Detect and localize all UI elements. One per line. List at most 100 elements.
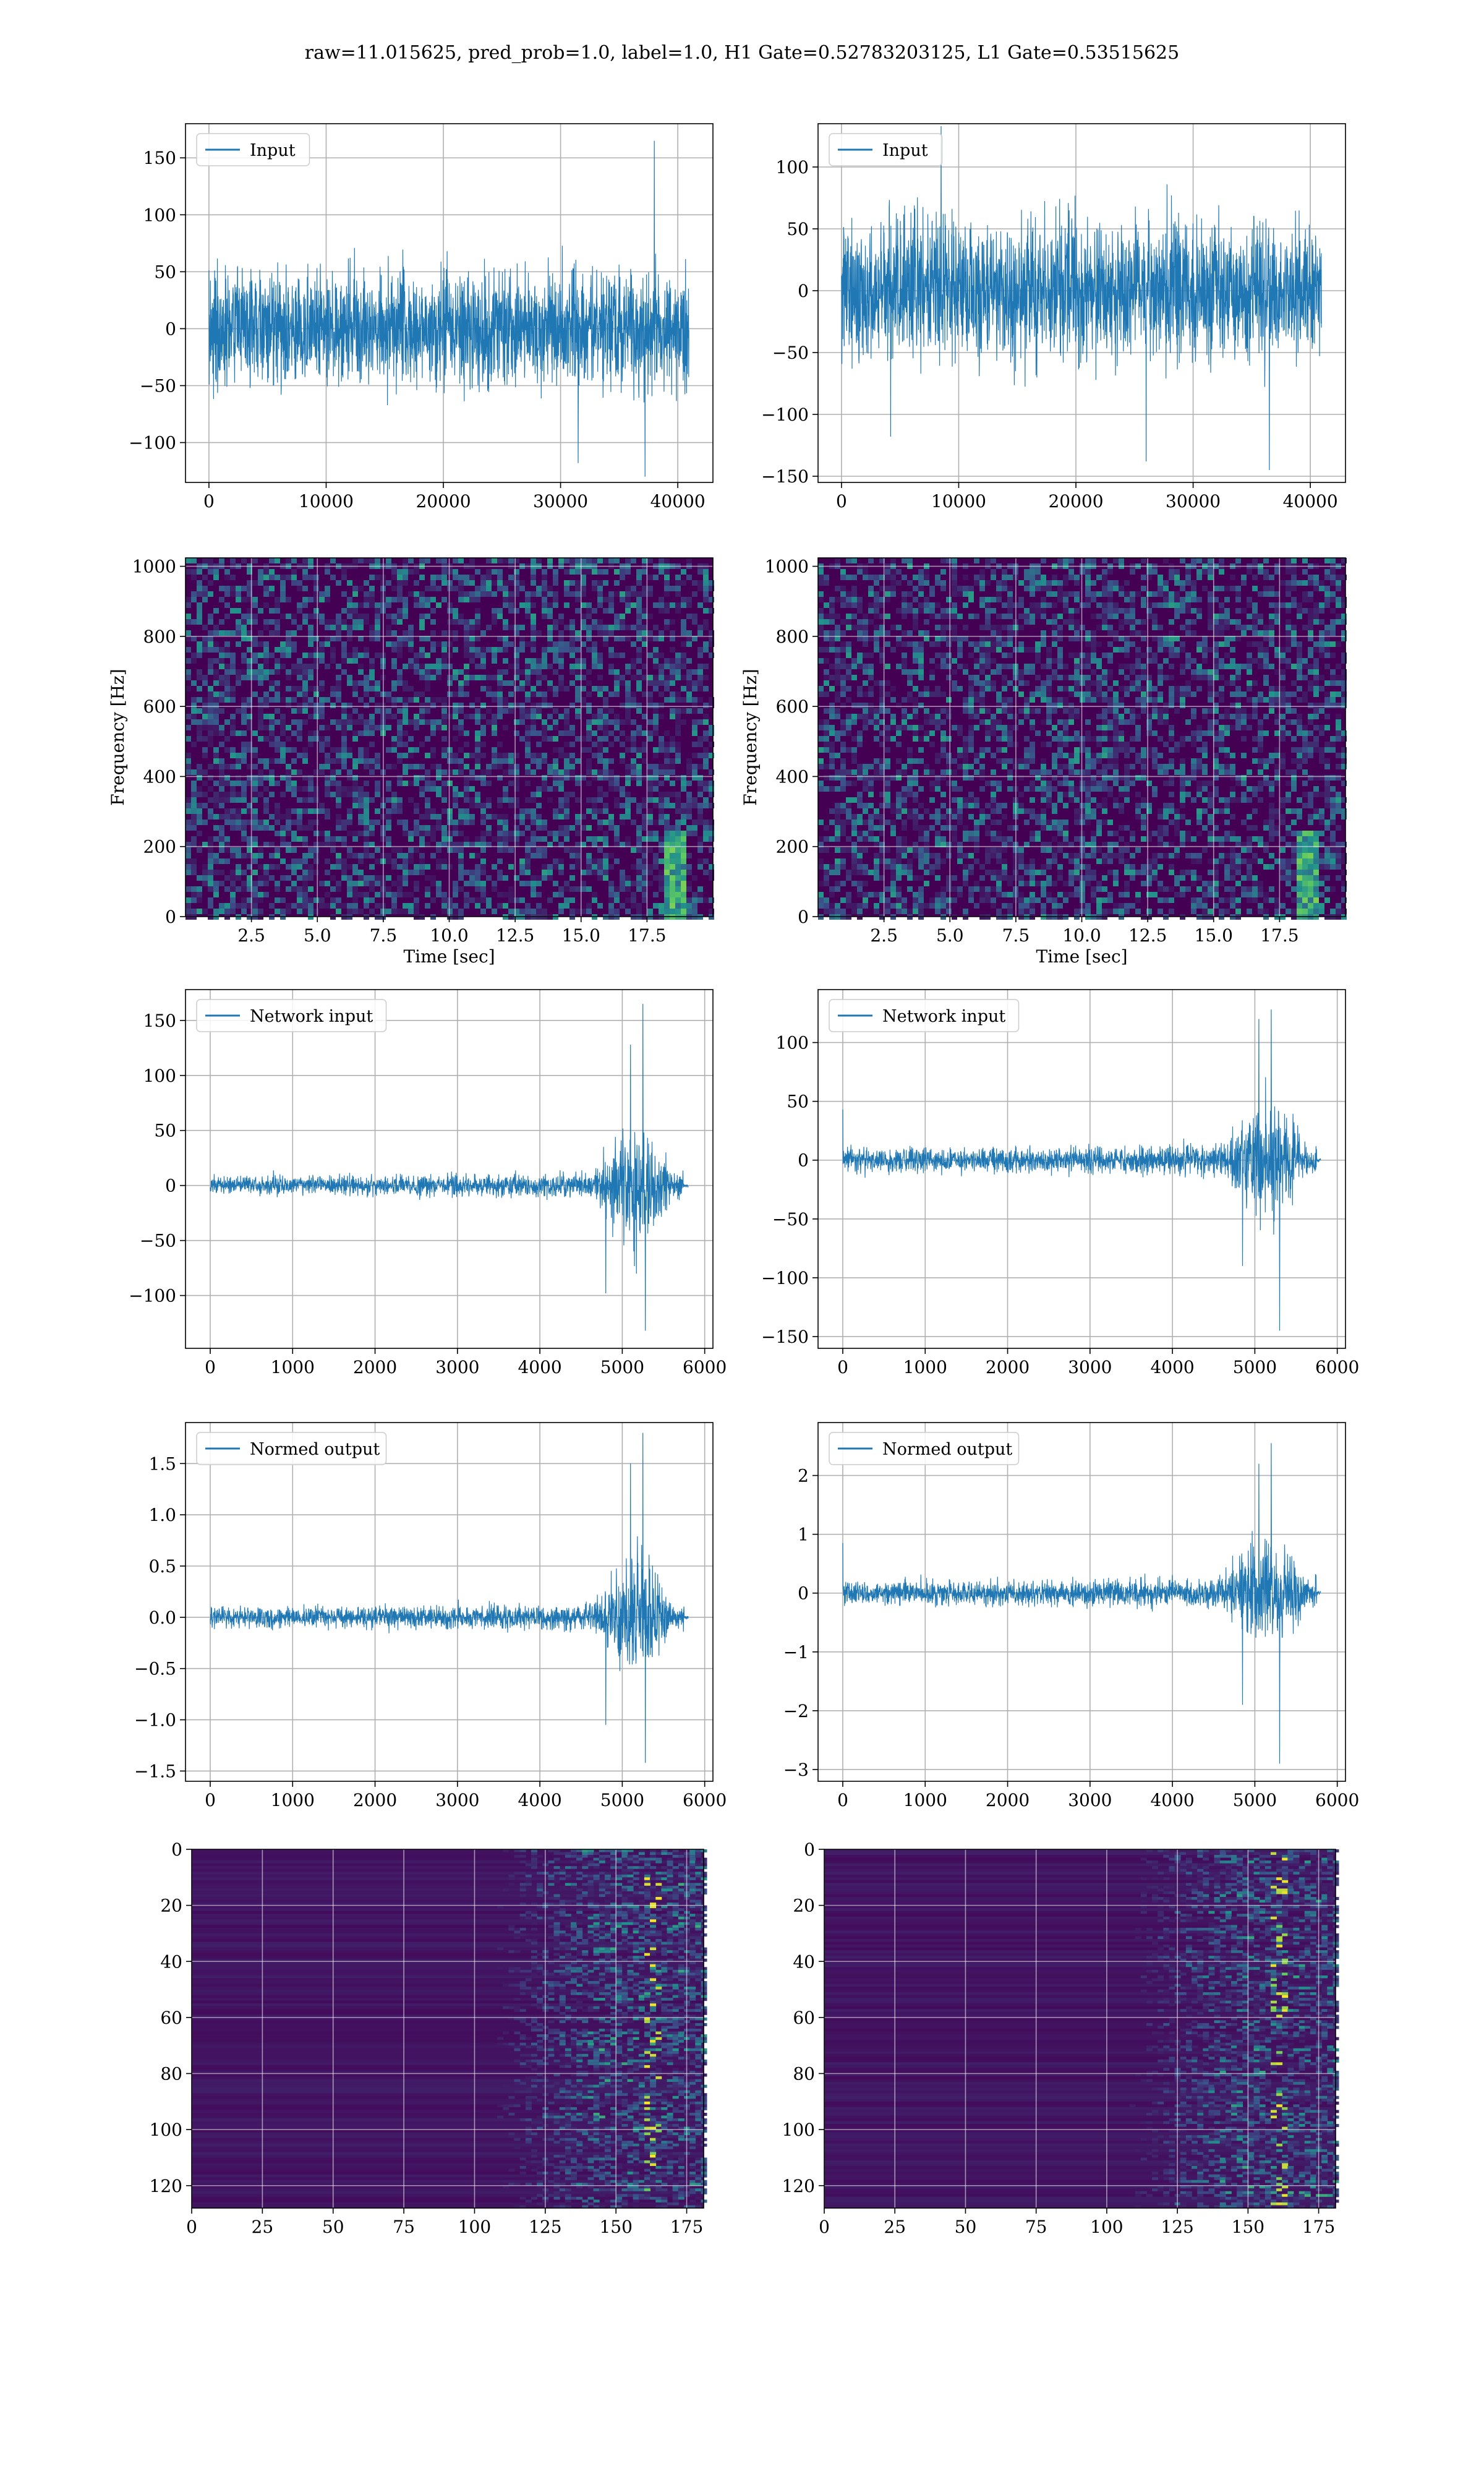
heatmap-cell (1002, 569, 1007, 575)
heatmap-cell (497, 714, 503, 719)
heatmap-cell (352, 608, 358, 614)
heatmap-cell (1035, 658, 1041, 664)
heatmap-cell (224, 736, 230, 742)
heatmap-cell (403, 875, 408, 881)
heatmap-cell (913, 597, 918, 602)
heatmap-cell (186, 886, 191, 892)
heatmap-cell (625, 769, 631, 775)
heatmap-cell (902, 708, 907, 714)
heatmap-cell (1146, 569, 1152, 575)
heatmap-cell (352, 591, 358, 597)
heatmap-cell (1035, 608, 1041, 614)
heatmap-cell (1219, 630, 1224, 636)
heatmap-cell (219, 825, 224, 831)
heatmap-cell (564, 686, 569, 691)
heatmap-cell (1286, 569, 1291, 575)
heatmap-cell (191, 742, 197, 747)
heatmap-cell (486, 586, 492, 591)
heatmap-cell (603, 630, 608, 636)
heatmap-cell (330, 647, 336, 653)
heatmap-cell (1241, 630, 1247, 636)
heatmap-cell (230, 608, 236, 614)
heatmap-cell (979, 653, 985, 658)
heatmap-cell (703, 781, 709, 786)
heatmap-cell (564, 725, 569, 730)
heatmap-cell (508, 664, 514, 669)
heatmap-cell (252, 658, 258, 664)
heatmap-cell (1024, 703, 1030, 708)
heatmap-cell (670, 630, 675, 636)
heatmap-cell (425, 864, 430, 870)
heatmap-cell (709, 897, 714, 903)
heatmap-cell (1107, 697, 1113, 703)
heatmap-cell (1041, 608, 1046, 614)
heatmap-cell (1163, 597, 1169, 602)
heatmap-cell (219, 803, 224, 808)
heatmap-cell (874, 597, 879, 602)
heatmap-cell (447, 781, 453, 786)
heatmap-cell (1313, 675, 1319, 680)
heatmap-cell (352, 775, 358, 781)
heatmap-cell (991, 597, 996, 602)
heatmap-cell (1263, 586, 1269, 591)
heatmap-cell (1263, 697, 1269, 703)
heatmap-cell (297, 858, 302, 864)
heatmap-cell (1158, 697, 1163, 703)
heatmap-cell (686, 814, 692, 820)
heatmap-cell (675, 742, 681, 747)
heatmap-cell (241, 625, 247, 630)
heatmap-cell (341, 825, 347, 831)
heatmap-cell (186, 903, 191, 909)
heatmap-cell (940, 608, 946, 614)
heatmap-cell (946, 641, 952, 647)
heatmap-cell (280, 775, 286, 781)
heatmap-cell (636, 636, 642, 641)
heatmap-cell (703, 686, 709, 691)
heatmap-cell (996, 636, 1002, 641)
heatmap-cell (703, 591, 709, 597)
heatmap-cell (840, 602, 846, 608)
heatmap-cell (1235, 591, 1241, 597)
heatmap-cell (575, 814, 581, 820)
heatmap-cell (436, 786, 441, 792)
heatmap-cell (497, 697, 503, 703)
heatmap-cell (286, 575, 291, 580)
heatmap-cell (896, 580, 902, 586)
heatmap-cell (263, 619, 269, 625)
heatmap-cell (480, 586, 486, 591)
heatmap-cell (358, 558, 364, 563)
heatmap-cell (414, 714, 419, 719)
heatmap-cell (846, 641, 851, 647)
heatmap-cell (280, 597, 286, 602)
heatmap-cell (974, 708, 979, 714)
heatmap-cell (592, 653, 597, 658)
heatmap-cell (586, 781, 592, 786)
heatmap-cell (247, 669, 252, 675)
heatmap-cell (497, 875, 503, 881)
heatmap-cell (603, 708, 608, 714)
heatmap-cell (430, 875, 436, 881)
heatmap-cell (686, 870, 692, 875)
heatmap-cell (252, 870, 258, 875)
heatmap-cell (208, 703, 213, 708)
heatmap-cell (308, 903, 313, 909)
heatmap-cell (1146, 647, 1152, 653)
heatmap-cell (569, 703, 575, 708)
heatmap-cell (186, 647, 191, 653)
heatmap-cell (286, 697, 291, 703)
heatmap-cell (197, 675, 202, 680)
heatmap-cell (247, 853, 252, 858)
heatmap-cell (553, 625, 558, 630)
heatmap-cell (480, 725, 486, 730)
heatmap-cell (497, 820, 503, 825)
heatmap-cell (1030, 691, 1035, 697)
heatmap-cell (846, 714, 851, 719)
heatmap-cell (475, 803, 480, 808)
heatmap-cell (1286, 658, 1291, 664)
heatmap-cell (369, 725, 375, 730)
heatmap-cell (586, 691, 592, 697)
heatmap-cell (347, 820, 352, 825)
heatmap-cell (824, 719, 829, 725)
heatmap-cell (325, 881, 330, 886)
heatmap-cell (1146, 591, 1152, 597)
